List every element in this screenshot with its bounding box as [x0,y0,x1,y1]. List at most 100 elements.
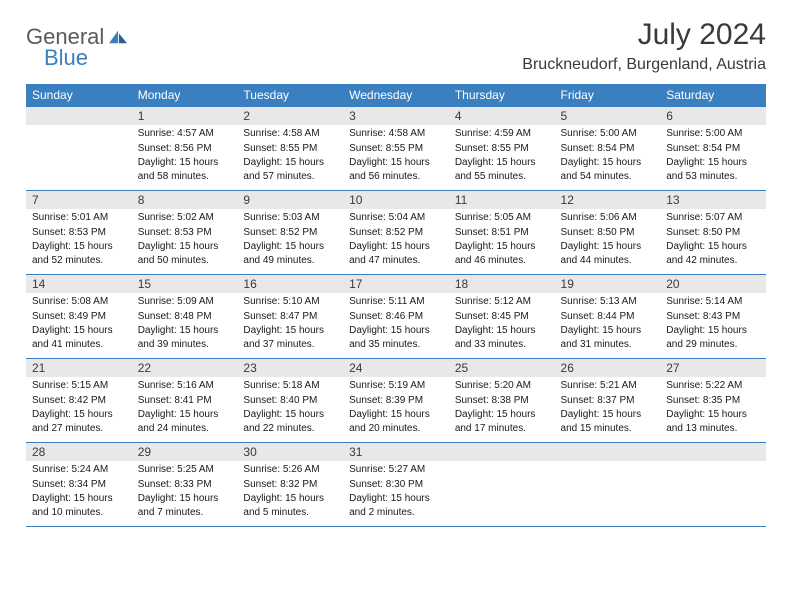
sunset-text: Sunset: 8:42 PM [32,394,126,408]
day-cell: Sunrise: 4:59 AMSunset: 8:55 PMDaylight:… [449,125,555,191]
sunrise-text: Sunrise: 5:00 AM [666,127,760,141]
day-number: 24 [343,359,449,378]
daylight-text: Daylight: 15 hours and 10 minutes. [32,492,126,519]
day-number: 12 [555,191,661,210]
sunset-text: Sunset: 8:53 PM [138,226,232,240]
logo-blue: Blue [44,47,127,69]
daylight-text: Daylight: 15 hours and 47 minutes. [349,240,443,267]
daylight-text: Daylight: 15 hours and 41 minutes. [32,324,126,351]
day-number [555,443,661,462]
day-cell: Sunrise: 5:26 AMSunset: 8:32 PMDaylight:… [237,461,343,527]
daylight-text: Daylight: 15 hours and 27 minutes. [32,408,126,435]
day-cell: Sunrise: 5:06 AMSunset: 8:50 PMDaylight:… [555,209,661,275]
daylight-text: Daylight: 15 hours and 57 minutes. [243,156,337,183]
day-cell: Sunrise: 5:24 AMSunset: 8:34 PMDaylight:… [26,461,132,527]
day-cell: Sunrise: 5:25 AMSunset: 8:33 PMDaylight:… [132,461,238,527]
col-tuesday: Tuesday [237,84,343,107]
day-number-row: 78910111213 [26,191,766,210]
daylight-text: Daylight: 15 hours and 22 minutes. [243,408,337,435]
day-cell: Sunrise: 5:07 AMSunset: 8:50 PMDaylight:… [660,209,766,275]
sunset-text: Sunset: 8:52 PM [243,226,337,240]
sunset-text: Sunset: 8:55 PM [349,142,443,156]
sunset-text: Sunset: 8:50 PM [666,226,760,240]
daylight-text: Daylight: 15 hours and 33 minutes. [455,324,549,351]
daylight-text: Daylight: 15 hours and 37 minutes. [243,324,337,351]
daylight-text: Daylight: 15 hours and 50 minutes. [138,240,232,267]
daylight-text: Daylight: 15 hours and 17 minutes. [455,408,549,435]
sunset-text: Sunset: 8:43 PM [666,310,760,324]
day-number: 15 [132,275,238,294]
day-number: 2 [237,107,343,126]
day-number-row: 21222324252627 [26,359,766,378]
col-sunday: Sunday [26,84,132,107]
day-number [660,443,766,462]
day-cell: Sunrise: 5:19 AMSunset: 8:39 PMDaylight:… [343,377,449,443]
day-cell: Sunrise: 5:20 AMSunset: 8:38 PMDaylight:… [449,377,555,443]
day-number: 11 [449,191,555,210]
sunrise-text: Sunrise: 5:13 AM [561,295,655,309]
sunset-text: Sunset: 8:33 PM [138,478,232,492]
daylight-text: Daylight: 15 hours and 15 minutes. [561,408,655,435]
daylight-text: Daylight: 15 hours and 52 minutes. [32,240,126,267]
sunrise-text: Sunrise: 5:26 AM [243,463,337,477]
day-number: 28 [26,443,132,462]
sunset-text: Sunset: 8:50 PM [561,226,655,240]
sunset-text: Sunset: 8:55 PM [243,142,337,156]
daylight-text: Daylight: 15 hours and 5 minutes. [243,492,337,519]
sunset-text: Sunset: 8:48 PM [138,310,232,324]
daylight-text: Daylight: 15 hours and 20 minutes. [349,408,443,435]
day-cell: Sunrise: 5:11 AMSunset: 8:46 PMDaylight:… [343,293,449,359]
day-number: 23 [237,359,343,378]
day-number: 10 [343,191,449,210]
day-number: 4 [449,107,555,126]
day-number: 21 [26,359,132,378]
sunset-text: Sunset: 8:46 PM [349,310,443,324]
header-row: Sunday Monday Tuesday Wednesday Thursday… [26,84,766,107]
logo: General Blue [26,18,127,69]
daylight-text: Daylight: 15 hours and 42 minutes. [666,240,760,267]
day-cell: Sunrise: 5:02 AMSunset: 8:53 PMDaylight:… [132,209,238,275]
day-number: 27 [660,359,766,378]
day-number: 6 [660,107,766,126]
day-number: 9 [237,191,343,210]
sunset-text: Sunset: 8:49 PM [32,310,126,324]
col-monday: Monday [132,84,238,107]
sunrise-text: Sunrise: 5:03 AM [243,211,337,225]
sunrise-text: Sunrise: 5:25 AM [138,463,232,477]
sunrise-text: Sunrise: 5:24 AM [32,463,126,477]
day-cell: Sunrise: 5:10 AMSunset: 8:47 PMDaylight:… [237,293,343,359]
day-number [449,443,555,462]
sunrise-text: Sunrise: 4:58 AM [243,127,337,141]
sunrise-text: Sunrise: 5:21 AM [561,379,655,393]
day-cell: Sunrise: 5:16 AMSunset: 8:41 PMDaylight:… [132,377,238,443]
sunrise-text: Sunrise: 5:10 AM [243,295,337,309]
day-number: 20 [660,275,766,294]
sunset-text: Sunset: 8:35 PM [666,394,760,408]
day-number: 1 [132,107,238,126]
sunrise-text: Sunrise: 5:01 AM [32,211,126,225]
day-number: 26 [555,359,661,378]
sunset-text: Sunset: 8:51 PM [455,226,549,240]
day-content-row: Sunrise: 5:08 AMSunset: 8:49 PMDaylight:… [26,293,766,359]
daylight-text: Daylight: 15 hours and 13 minutes. [666,408,760,435]
day-number: 19 [555,275,661,294]
sunrise-text: Sunrise: 5:15 AM [32,379,126,393]
daylight-text: Daylight: 15 hours and 2 minutes. [349,492,443,519]
day-cell [555,461,661,527]
sunset-text: Sunset: 8:53 PM [32,226,126,240]
day-number [26,107,132,126]
col-wednesday: Wednesday [343,84,449,107]
sunrise-text: Sunrise: 5:12 AM [455,295,549,309]
logo-sail-icon [109,30,127,44]
sunrise-text: Sunrise: 5:08 AM [32,295,126,309]
day-number: 22 [132,359,238,378]
sunrise-text: Sunrise: 5:04 AM [349,211,443,225]
day-cell: Sunrise: 5:13 AMSunset: 8:44 PMDaylight:… [555,293,661,359]
day-number: 29 [132,443,238,462]
day-cell [26,125,132,191]
sunset-text: Sunset: 8:39 PM [349,394,443,408]
day-number: 14 [26,275,132,294]
day-cell: Sunrise: 4:57 AMSunset: 8:56 PMDaylight:… [132,125,238,191]
day-cell: Sunrise: 4:58 AMSunset: 8:55 PMDaylight:… [343,125,449,191]
sunrise-text: Sunrise: 5:14 AM [666,295,760,309]
